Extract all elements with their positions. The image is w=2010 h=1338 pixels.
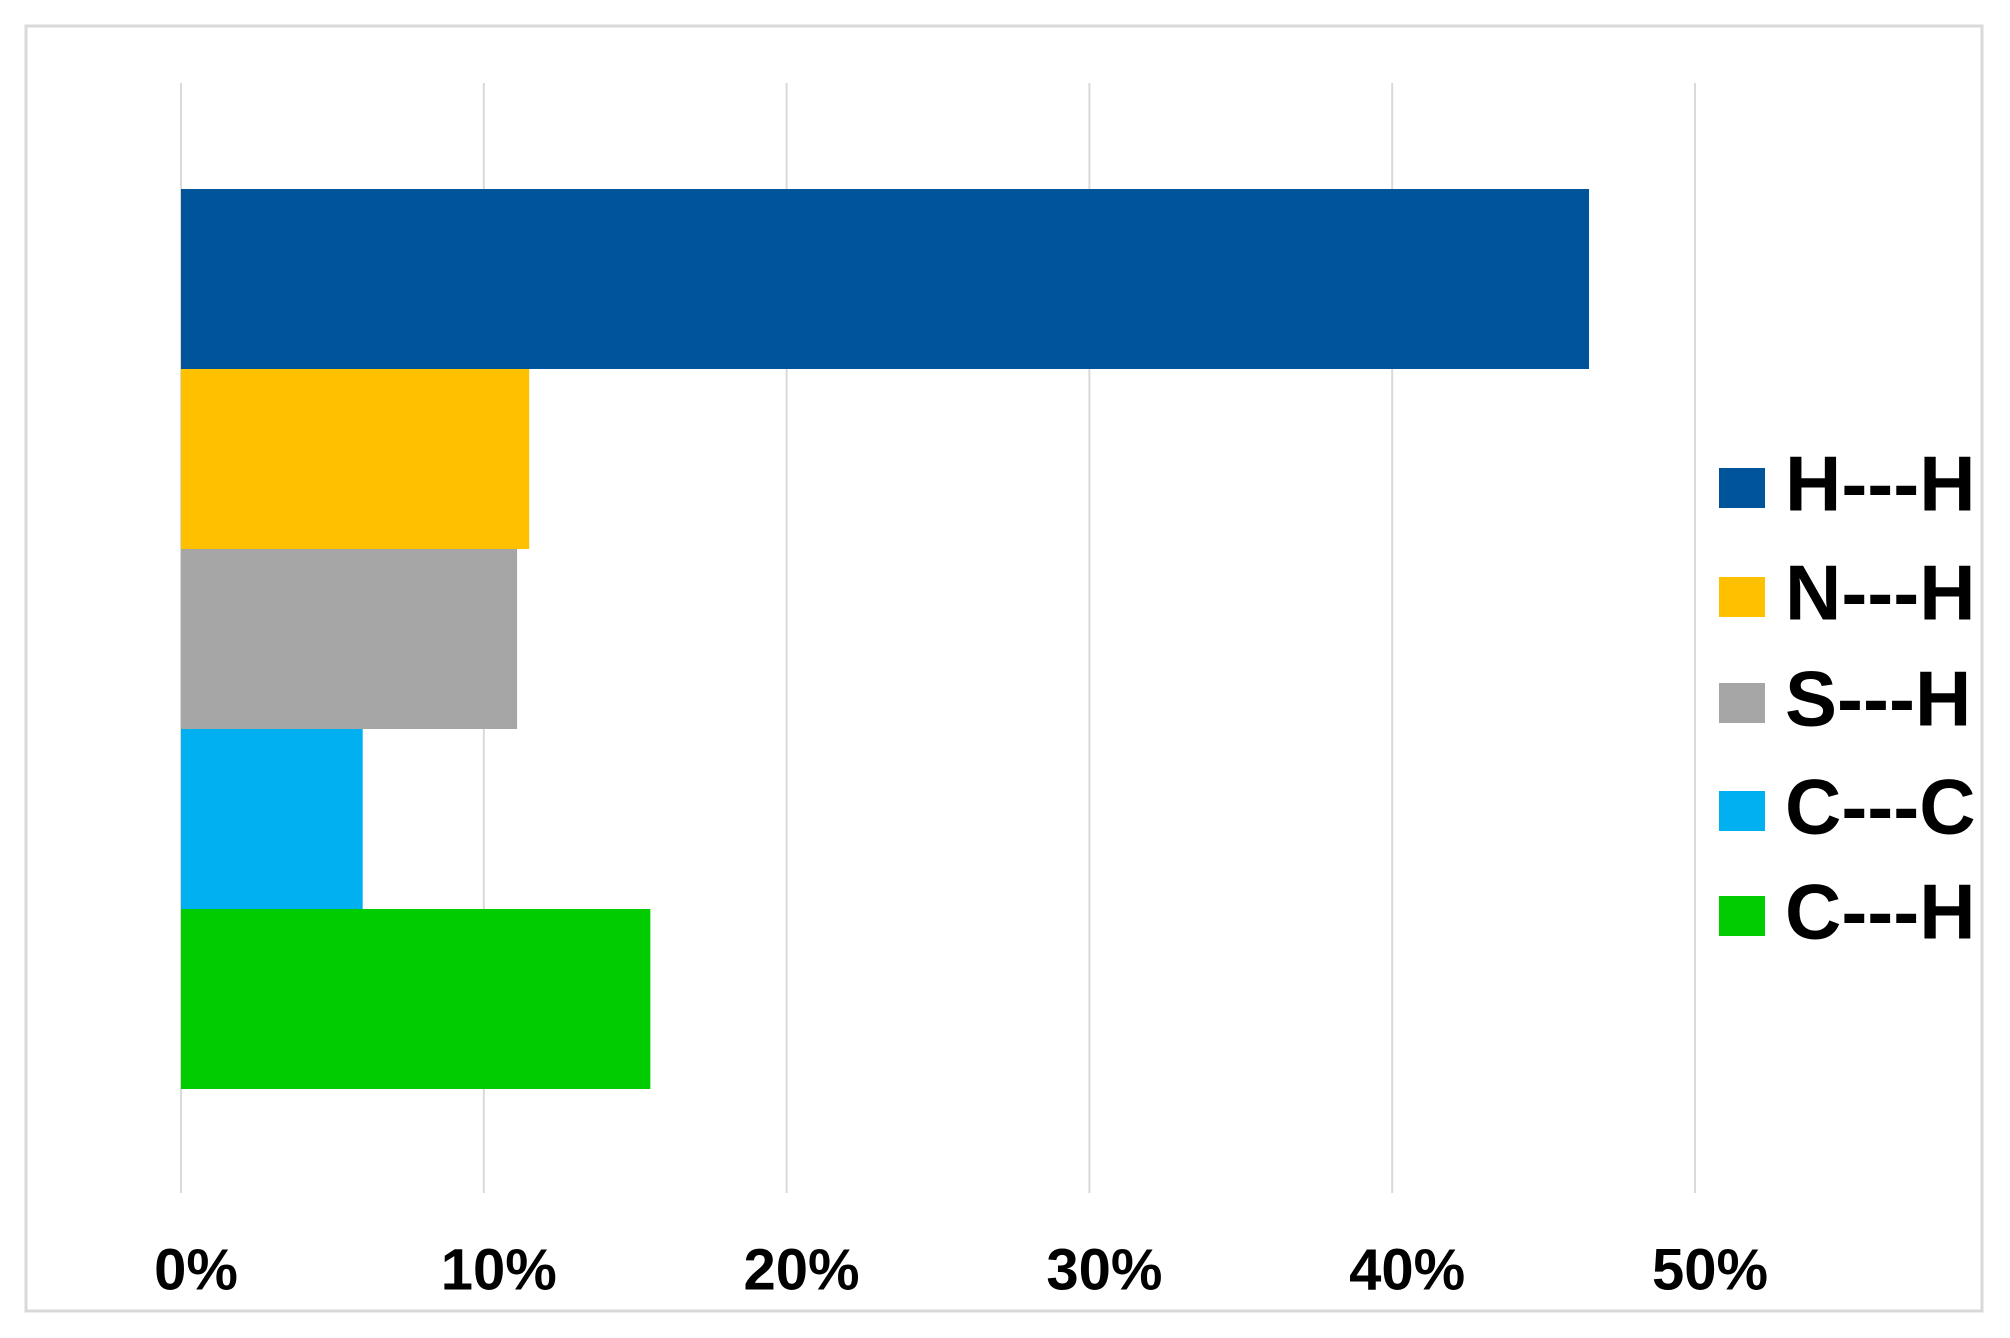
x-tick-label: 30% (1046, 1237, 1162, 1302)
x-tick-label: 40% (1349, 1237, 1465, 1302)
x-tick-label: 20% (744, 1237, 860, 1302)
legend-swatch (1719, 577, 1765, 617)
legend-label: C---C (1785, 763, 1976, 851)
legend-swatch (1719, 683, 1765, 723)
legend-label: N---H (1785, 549, 1976, 637)
legend-swatch (1719, 791, 1765, 831)
chart-frame (24, 24, 1984, 1313)
x-tick-label: 0% (154, 1237, 238, 1302)
bar (181, 729, 363, 909)
bar (181, 189, 1590, 369)
bar (181, 369, 530, 549)
bar (181, 909, 651, 1089)
legend-label: S---H (1785, 655, 1971, 743)
legend-label: H---H (1785, 440, 1976, 528)
legend-swatch (1719, 468, 1765, 508)
bar (181, 549, 518, 729)
x-tick-label: 10% (441, 1237, 557, 1302)
x-tick-label: 50% (1652, 1237, 1768, 1302)
legend-label: C---H (1785, 868, 1976, 956)
legend-swatch (1719, 896, 1765, 936)
